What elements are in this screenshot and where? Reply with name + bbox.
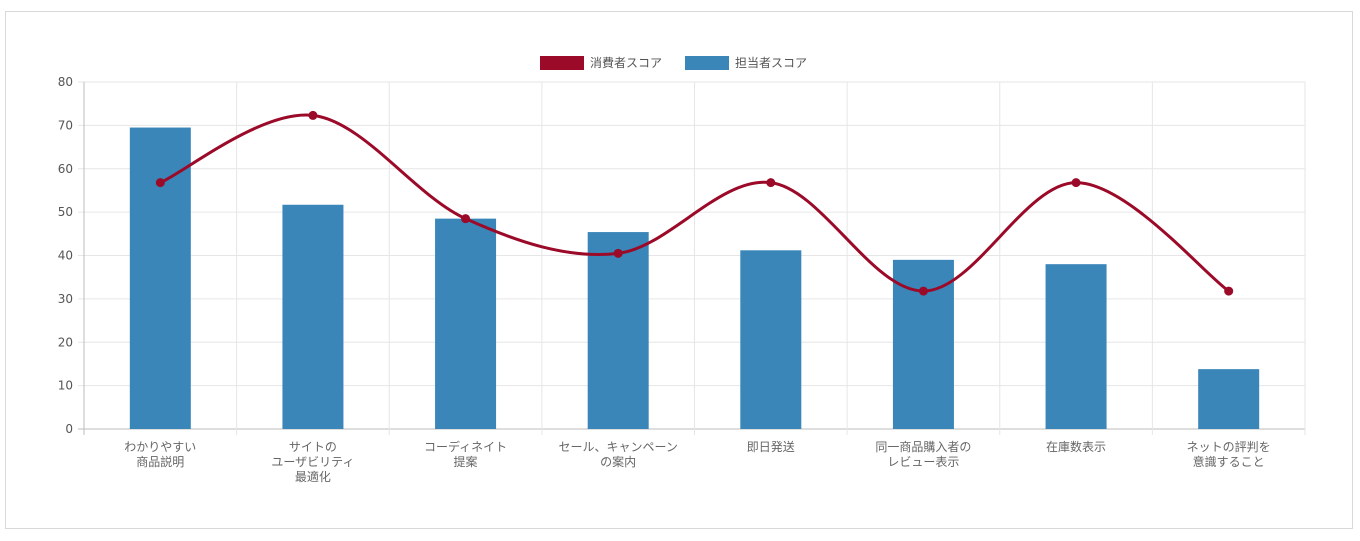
- y-tick-label: 60: [58, 162, 73, 176]
- x-tick-label: ネットの評判を意識すること: [1187, 439, 1271, 469]
- x-tick-label: わかりやすい商品説明: [124, 440, 196, 469]
- line-point: [308, 110, 318, 120]
- chart-frame: [5, 11, 1353, 529]
- bar: [740, 250, 802, 429]
- x-tick-label: 同一商品購入者のレビュー表示: [875, 439, 971, 469]
- legend-swatch: [685, 56, 729, 70]
- x-tick-label: 在庫数表示: [1046, 439, 1106, 454]
- y-tick-label: 10: [58, 379, 73, 393]
- bar: [129, 127, 191, 429]
- legend-label: 消費者スコア: [590, 55, 662, 70]
- legend-label: 担当者スコア: [735, 56, 807, 70]
- line-point: [613, 248, 623, 258]
- line-point: [1071, 178, 1081, 188]
- y-tick-label: 40: [58, 249, 73, 263]
- x-tick-label: サイトのユーザビリティ最適化: [271, 440, 354, 484]
- y-tick-label: 50: [58, 205, 73, 219]
- line-series: [159, 113, 1230, 293]
- x-tick-label: セール、キャンペーンの案内: [558, 440, 677, 469]
- legend-swatch: [540, 56, 584, 70]
- x-tick-label: コーディネイト提案: [424, 439, 507, 469]
- line-point: [1224, 286, 1234, 296]
- line-point: [766, 178, 776, 188]
- y-tick-label: 70: [58, 118, 73, 132]
- y-tick-label: 80: [58, 75, 73, 89]
- y-tick-label: 0: [65, 422, 73, 436]
- line-point: [461, 214, 471, 224]
- y-tick-label: 20: [58, 335, 73, 349]
- bar: [282, 204, 344, 429]
- bar: [1198, 369, 1260, 429]
- bar: [1045, 264, 1107, 429]
- line-point: [155, 178, 165, 188]
- bar: [435, 218, 497, 429]
- y-tick-label: 30: [58, 292, 73, 306]
- bar: [587, 232, 649, 429]
- x-tick-label: 即日発送: [747, 439, 795, 454]
- line-point: [918, 286, 928, 296]
